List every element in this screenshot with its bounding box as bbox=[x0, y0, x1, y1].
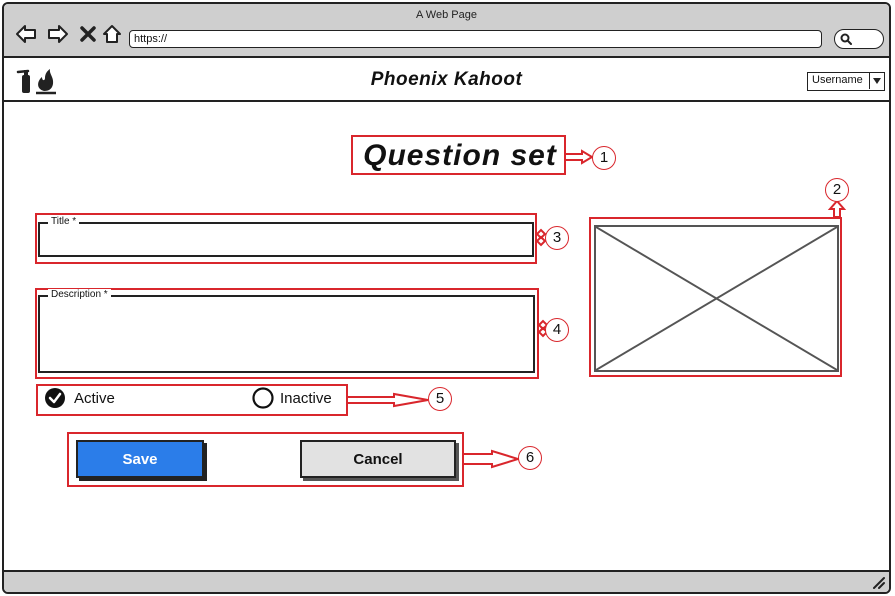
radio-inactive-label: Inactive bbox=[280, 389, 332, 407]
username-dropdown[interactable]: Username bbox=[807, 72, 885, 91]
fire-extinguisher-icon bbox=[16, 69, 30, 93]
callout-6: 6 bbox=[518, 446, 542, 470]
callout-3: 3 bbox=[545, 226, 569, 250]
radio-active-label: Active bbox=[74, 389, 115, 407]
description-input[interactable] bbox=[40, 297, 533, 371]
image-placeholder[interactable] bbox=[594, 225, 839, 372]
title-field: Title * bbox=[38, 216, 534, 257]
status-bar bbox=[4, 570, 889, 592]
annotation-box-description bbox=[35, 288, 539, 379]
radio-unchecked-icon bbox=[252, 387, 274, 409]
annotation-box-heading bbox=[351, 135, 566, 175]
save-button[interactable]: Save bbox=[76, 440, 204, 478]
url-bar[interactable]: https:// bbox=[129, 30, 822, 48]
callout-2: 2 bbox=[825, 178, 849, 202]
callout-1: 1 bbox=[592, 146, 616, 170]
title-input[interactable] bbox=[40, 224, 532, 255]
annotation-box-buttons bbox=[67, 432, 464, 487]
flame-icon bbox=[36, 69, 56, 95]
radio-checked-icon bbox=[45, 388, 65, 408]
dropdown-caret-icon bbox=[869, 73, 884, 89]
back-arrow-icon[interactable] bbox=[14, 22, 38, 46]
image-placeholder-icon bbox=[596, 227, 837, 370]
search-icon bbox=[840, 33, 852, 45]
annotation-box-status bbox=[36, 384, 348, 416]
stop-icon[interactable] bbox=[76, 22, 100, 46]
browser-chrome: A Web Page https:// bbox=[4, 4, 889, 58]
app-title: Phoenix Kahoot bbox=[370, 69, 523, 90]
app-logo bbox=[16, 69, 56, 95]
callout-5: 5 bbox=[428, 387, 452, 411]
forward-arrow-icon[interactable] bbox=[46, 22, 70, 46]
window-title: A Web Page bbox=[416, 9, 477, 21]
description-field: Description * bbox=[38, 289, 535, 373]
annotation-box-image bbox=[589, 217, 842, 377]
app-header: Phoenix Kahoot Username bbox=[4, 58, 889, 102]
page-title: Question set bbox=[363, 139, 557, 172]
browser-search-box[interactable] bbox=[834, 29, 884, 49]
resize-grip-icon[interactable] bbox=[871, 575, 885, 589]
description-field-label: Description * bbox=[48, 289, 111, 301]
callout-4: 4 bbox=[545, 318, 569, 342]
username-label: Username bbox=[812, 74, 863, 86]
cancel-button[interactable]: Cancel bbox=[300, 440, 456, 478]
title-field-label: Title * bbox=[48, 216, 80, 228]
home-icon[interactable] bbox=[100, 22, 124, 46]
radio-inactive[interactable]: Inactive bbox=[252, 387, 332, 409]
annotation-box-title bbox=[35, 213, 537, 264]
radio-active[interactable]: Active bbox=[44, 387, 115, 409]
